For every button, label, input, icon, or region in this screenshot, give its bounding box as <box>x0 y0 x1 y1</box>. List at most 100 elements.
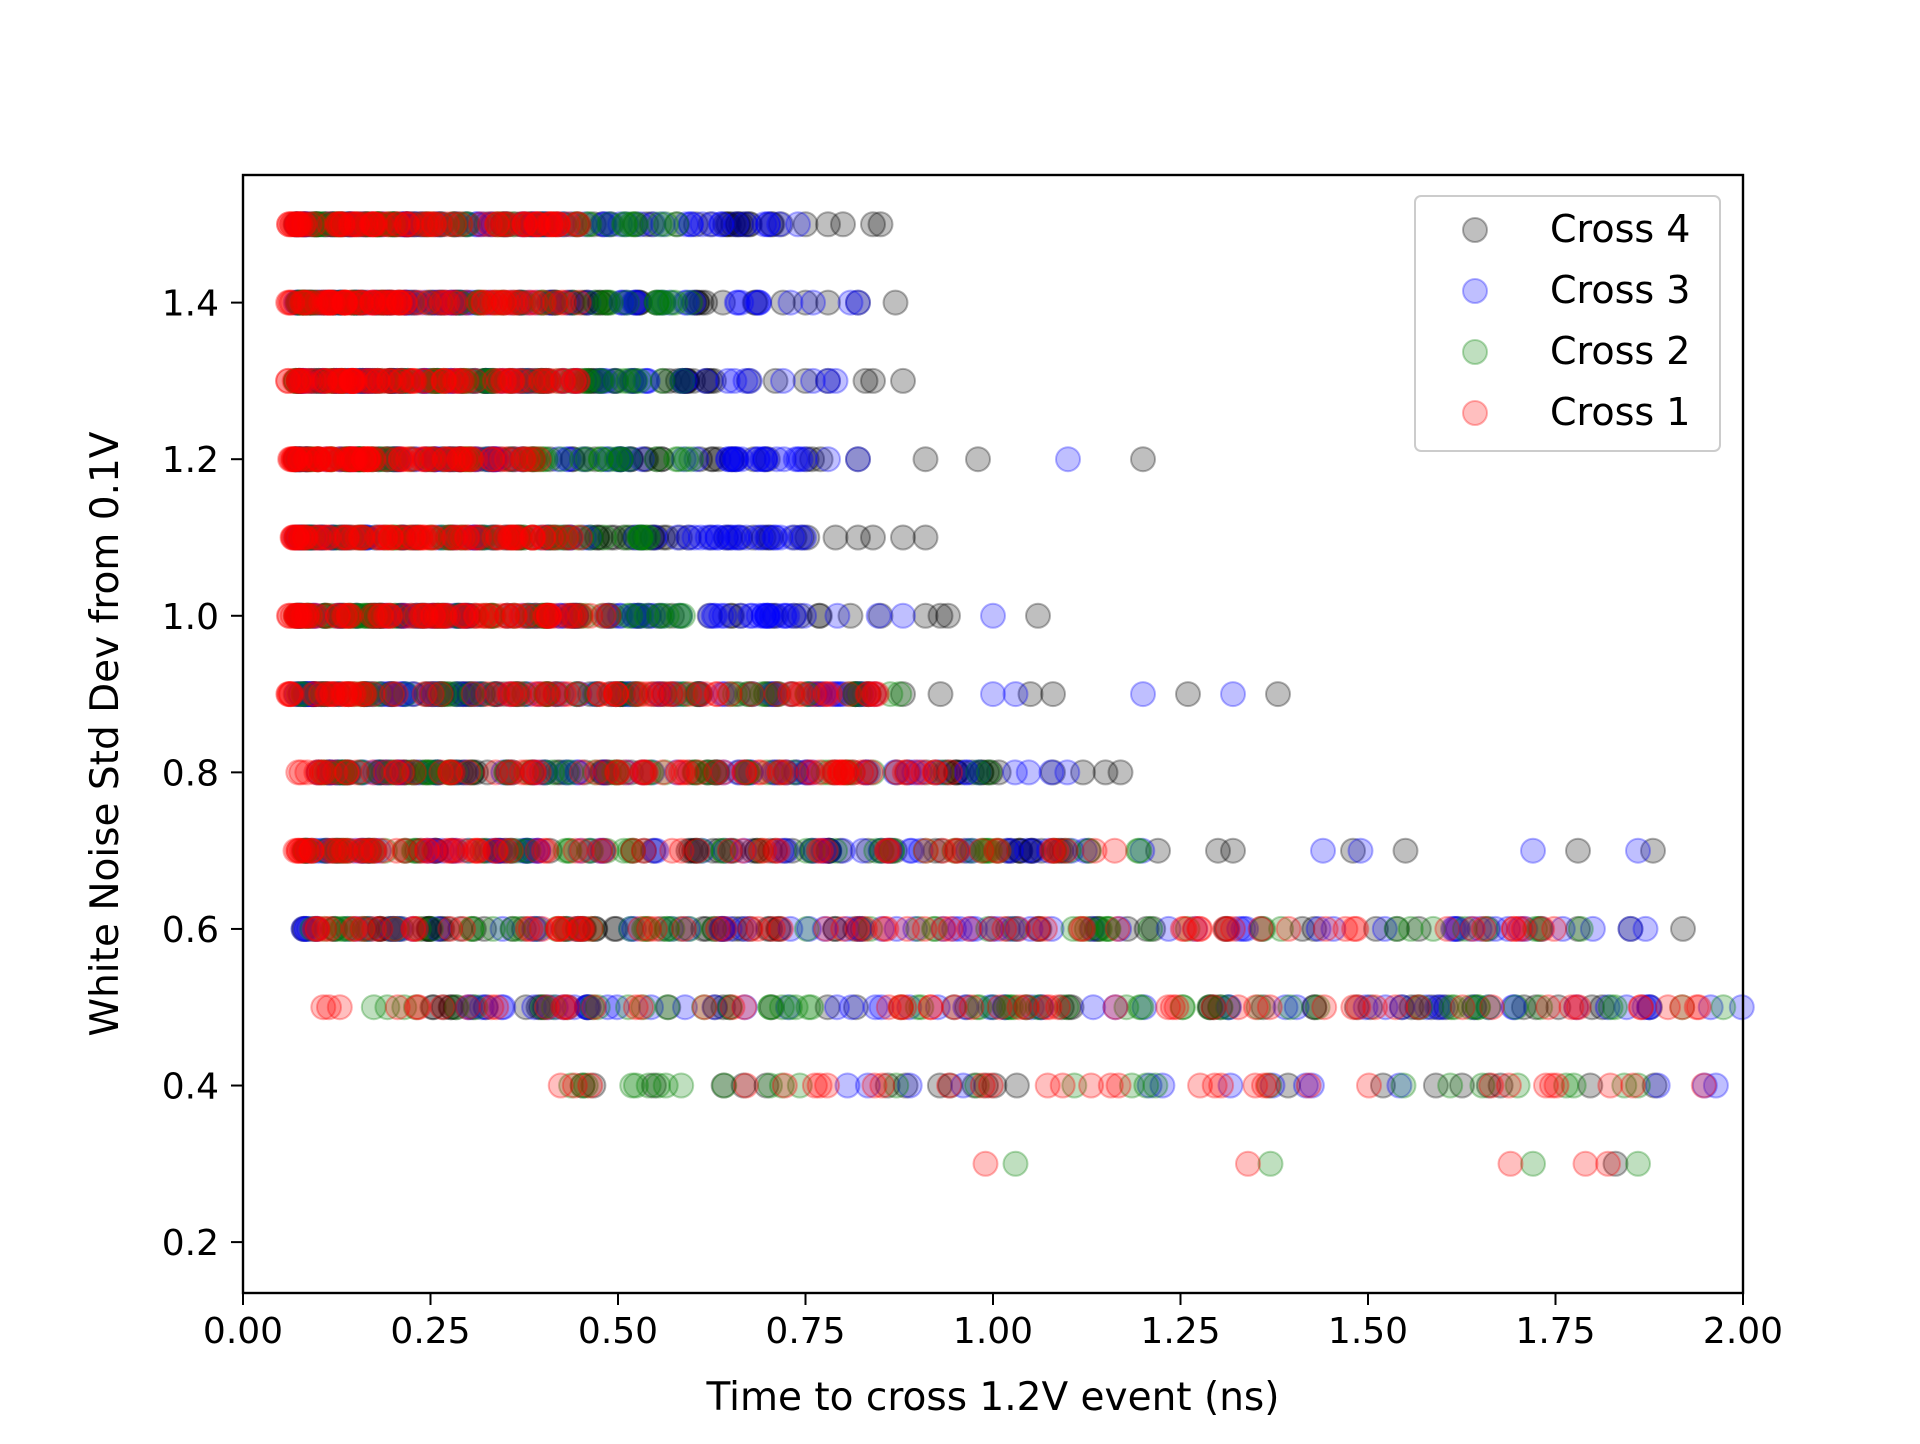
data-point-cross-2 <box>1390 1072 1417 1099</box>
data-point-cross-4 <box>845 446 871 473</box>
data-point-cross-3 <box>1386 1072 1413 1099</box>
data-point-cross-4 <box>366 759 393 786</box>
data-point-cross-4 <box>822 915 849 942</box>
data-point-cross-4 <box>478 367 505 394</box>
data-point-cross-4 <box>464 681 491 708</box>
data-point-cross-4 <box>487 837 514 864</box>
data-point-cross-4 <box>346 446 373 473</box>
data-point-cross-4 <box>288 524 315 551</box>
data-point-cross-3 <box>591 759 618 786</box>
data-point-cross-3 <box>681 524 708 551</box>
data-point-cross-3 <box>488 994 515 1021</box>
data-point-cross-3 <box>1320 915 1347 942</box>
data-point-cross-3 <box>374 681 401 708</box>
data-point-cross-4 <box>303 211 330 238</box>
data-point-cross-3 <box>896 994 923 1021</box>
data-point-cross-4 <box>717 524 744 551</box>
data-point-cross-3 <box>516 289 543 316</box>
data-point-cross-4 <box>305 446 332 473</box>
data-point-cross-3 <box>709 681 736 708</box>
data-point-cross-3 <box>601 367 628 394</box>
data-point-cross-4 <box>320 524 347 551</box>
data-point-cross-3 <box>510 602 537 629</box>
data-point-cross-3 <box>721 367 748 394</box>
data-point-cross-3 <box>608 446 635 473</box>
data-point-cross-3 <box>728 289 755 316</box>
data-point-cross-3 <box>403 446 430 473</box>
data-point-cross-3 <box>513 211 540 238</box>
data-point-cross-3 <box>532 759 559 786</box>
data-point-cross-3 <box>732 367 759 394</box>
data-point-cross-3 <box>563 681 590 708</box>
data-point-cross-4 <box>580 211 607 238</box>
data-point-cross-4 <box>1617 915 1644 942</box>
data-point-cross-3 <box>763 602 790 629</box>
data-point-cross-1 <box>1201 1072 1228 1099</box>
data-point-cross-3 <box>733 759 760 786</box>
data-point-cross-3 <box>619 681 646 708</box>
data-point-cross-4 <box>1301 994 1328 1021</box>
data-point-cross-2 <box>383 211 410 238</box>
data-point-cross-4 <box>942 759 969 786</box>
data-point-cross-4 <box>589 759 616 786</box>
data-point-cross-4 <box>388 915 415 942</box>
data-point-cross-3 <box>447 681 473 708</box>
data-point-cross-3 <box>443 289 470 316</box>
data-point-cross-4 <box>415 602 442 629</box>
data-point-cross-3 <box>822 367 849 394</box>
data-point-cross-4 <box>454 602 481 629</box>
data-point-cross-3 <box>501 446 528 473</box>
data-point-cross-3 <box>489 915 516 942</box>
data-point-cross-4 <box>415 915 442 942</box>
data-point-cross-4 <box>1565 915 1591 942</box>
data-point-cross-3 <box>752 446 779 473</box>
data-point-cross-4 <box>631 446 658 473</box>
data-point-cross-3 <box>352 681 379 708</box>
data-point-cross-4 <box>677 837 704 864</box>
data-point-cross-3 <box>336 211 363 238</box>
data-point-cross-3 <box>313 446 340 473</box>
data-point-cross-1 <box>460 681 487 708</box>
data-point-cross-3 <box>800 289 826 316</box>
data-point-cross-4 <box>288 602 315 629</box>
data-point-cross-3 <box>508 446 535 473</box>
data-point-cross-4 <box>687 446 714 473</box>
data-point-cross-4 <box>860 367 886 394</box>
data-point-cross-4 <box>334 837 361 864</box>
data-point-cross-4 <box>735 211 762 238</box>
data-point-cross-4 <box>381 602 408 629</box>
data-point-cross-4 <box>1340 837 1366 864</box>
data-point-cross-4 <box>741 289 768 316</box>
data-point-cross-4 <box>438 524 464 551</box>
y-tick-label: 1.4 <box>162 284 219 325</box>
data-point-cross-3 <box>824 994 850 1021</box>
data-point-cross-3 <box>325 367 352 394</box>
data-point-cross-3 <box>421 837 448 864</box>
data-point-cross-3 <box>1617 915 1644 942</box>
data-point-cross-3 <box>374 759 401 786</box>
y-tick-label: 0.8 <box>162 753 219 794</box>
data-point-cross-4 <box>737 211 763 238</box>
data-point-cross-4 <box>688 289 715 316</box>
data-point-cross-4 <box>639 524 666 551</box>
data-point-cross-1 <box>386 289 413 316</box>
data-point-cross-4 <box>1641 1072 1668 1099</box>
data-point-cross-4 <box>582 289 609 316</box>
data-point-cross-4 <box>318 524 345 551</box>
data-point-cross-4 <box>806 602 832 629</box>
data-point-cross-2 <box>499 211 526 238</box>
data-point-cross-4 <box>302 289 329 316</box>
data-point-cross-3 <box>602 681 629 708</box>
data-point-cross-4 <box>438 994 465 1021</box>
data-point-cross-4 <box>424 759 451 786</box>
data-point-cross-3 <box>425 915 452 942</box>
data-point-cross-4 <box>336 759 363 786</box>
data-point-cross-3 <box>554 446 580 473</box>
data-point-cross-4 <box>843 994 869 1021</box>
data-point-cross-4 <box>311 681 338 708</box>
data-point-cross-3 <box>1563 994 1590 1021</box>
data-point-cross-4 <box>1357 994 1384 1021</box>
data-point-cross-4 <box>369 367 396 394</box>
data-point-cross-4 <box>421 289 448 316</box>
data-point-cross-3 <box>1697 994 1724 1021</box>
